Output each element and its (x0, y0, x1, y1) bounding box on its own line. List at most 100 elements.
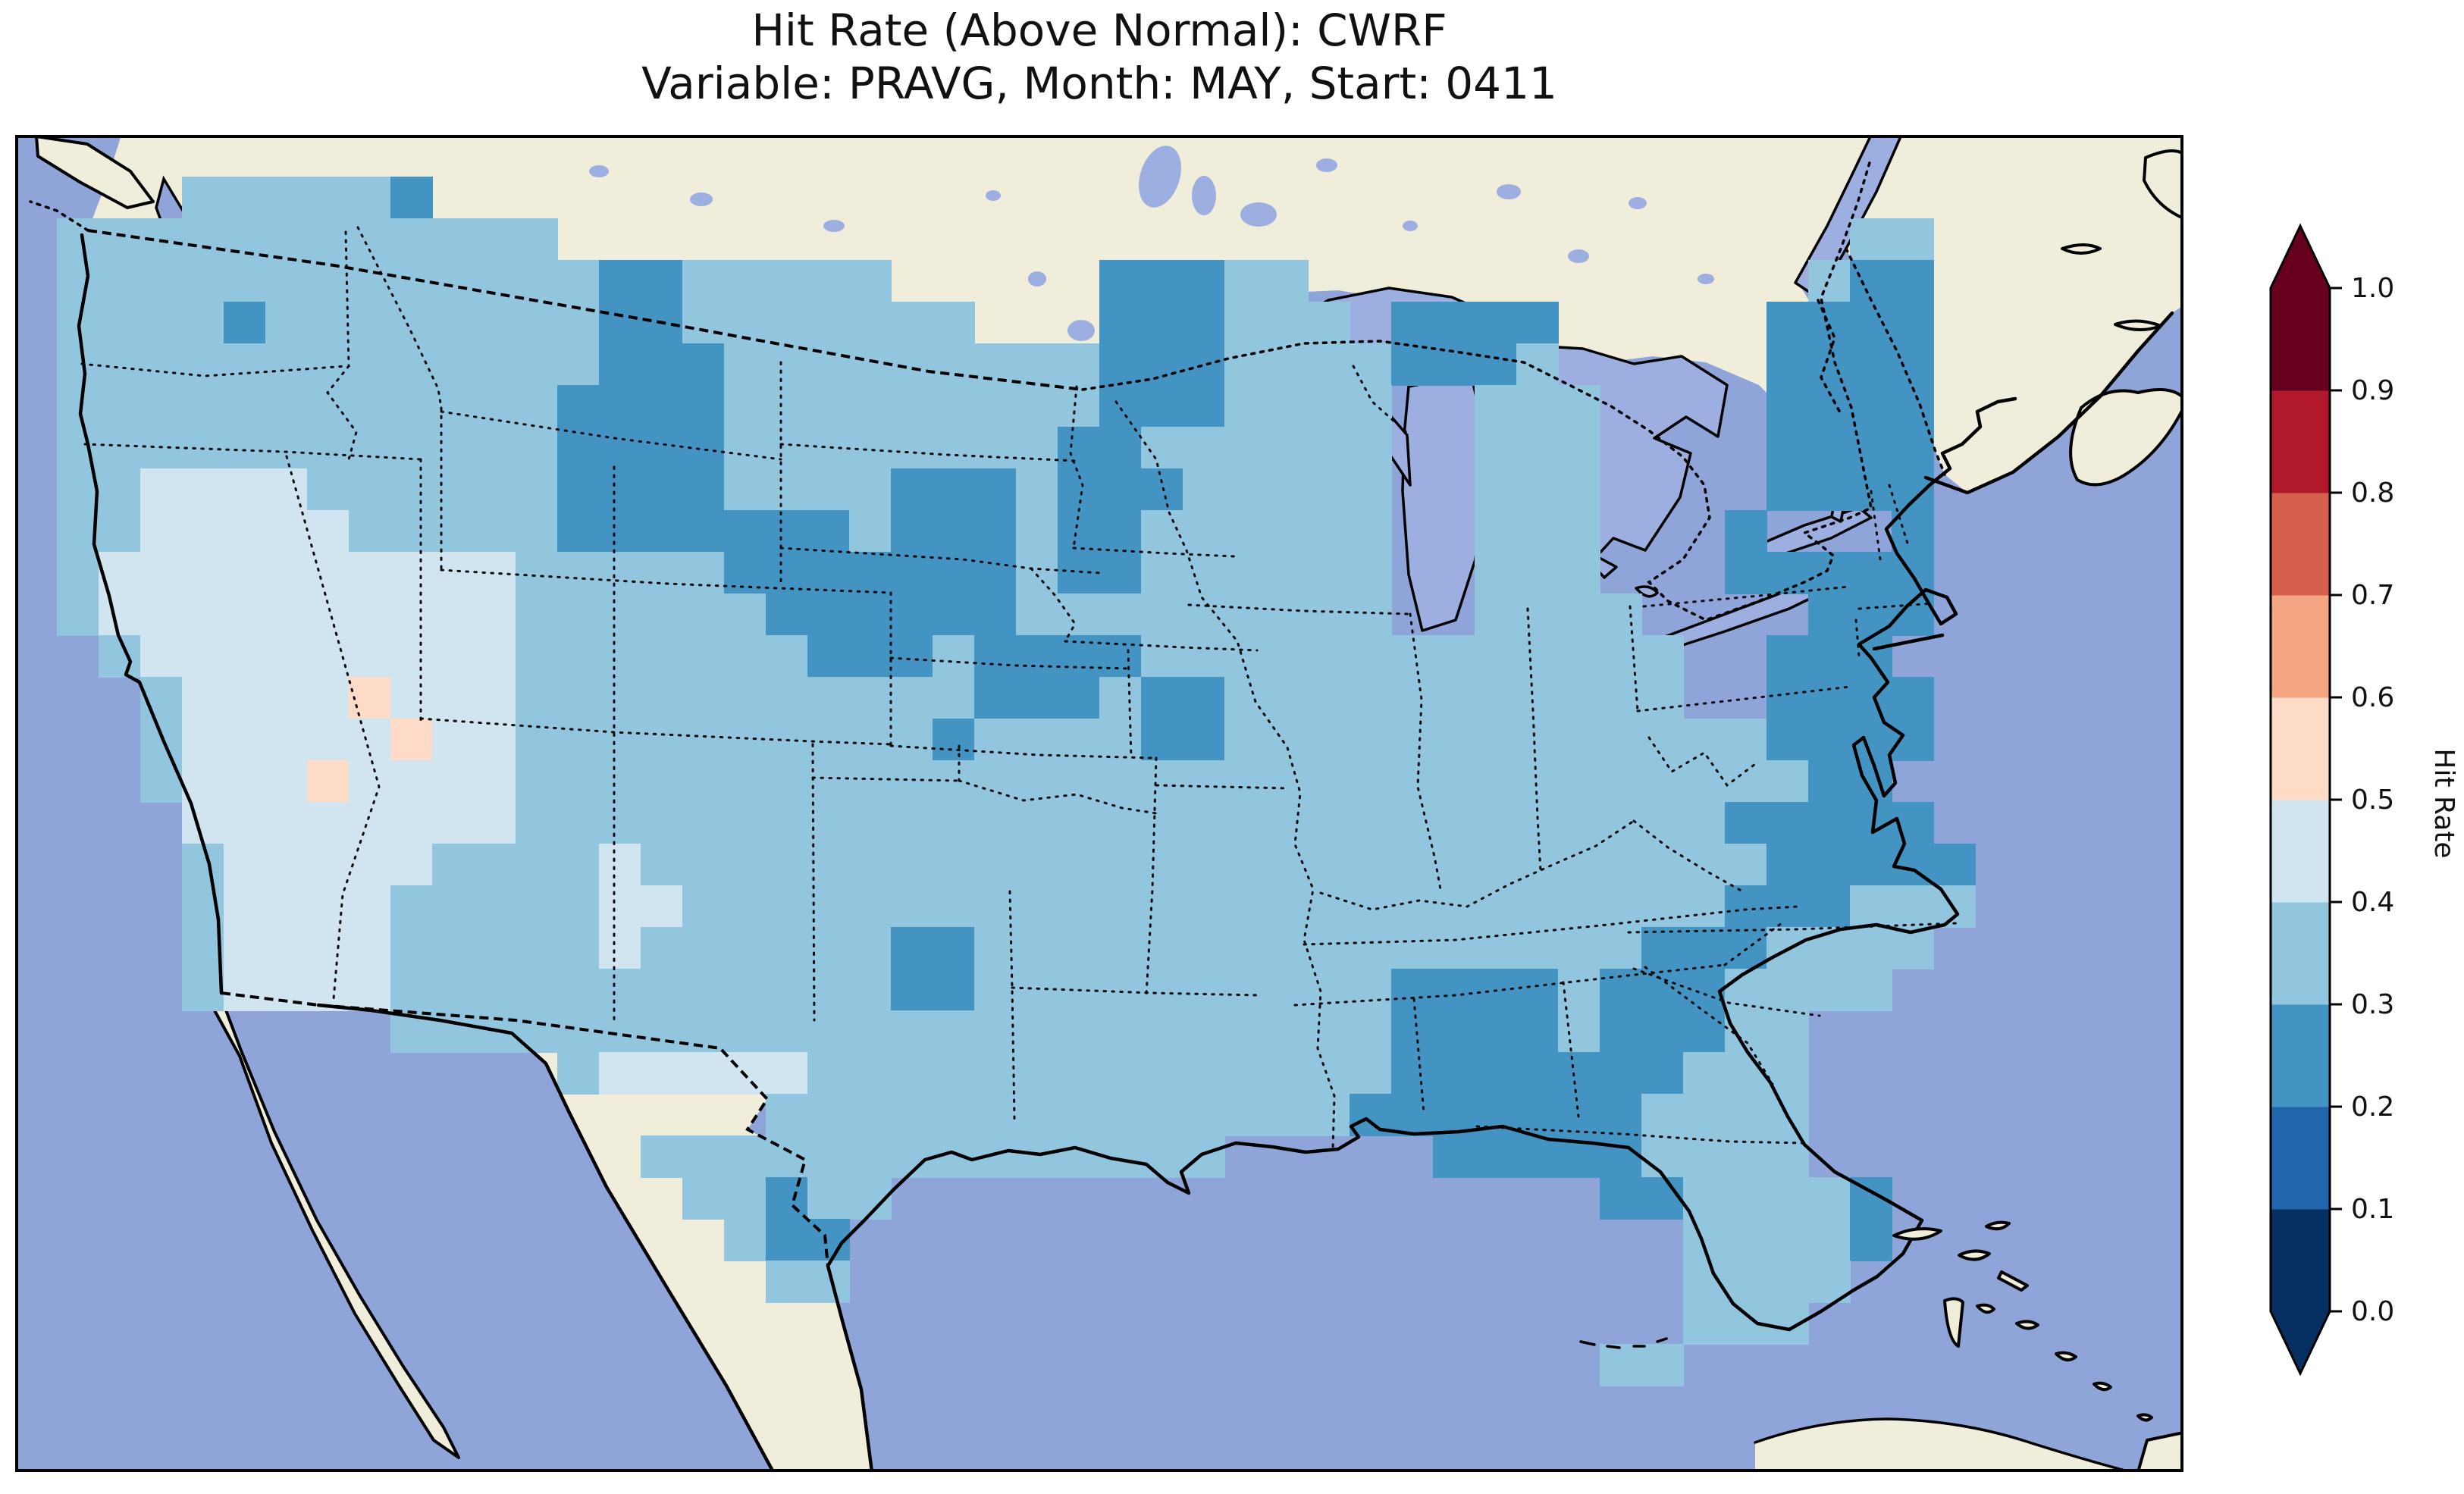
grid-cell (1808, 844, 1851, 886)
grid-cell (1725, 844, 1767, 886)
grid-cell (1141, 260, 1183, 302)
grid-cell (807, 468, 850, 511)
grid-cell (1683, 927, 1726, 969)
grid-cell (474, 468, 516, 511)
grid-cell (265, 969, 308, 1011)
grid-cell (557, 719, 600, 761)
grid-cell (1933, 844, 1976, 886)
grid-cell (1766, 1261, 1809, 1303)
grid-cell (224, 927, 266, 969)
grid-cell (1391, 885, 1434, 928)
grid-cell (1183, 1052, 1225, 1095)
grid-cell (1892, 677, 1934, 719)
grid-cell (432, 927, 475, 969)
grid-cell (390, 302, 433, 344)
grid-cell (1475, 427, 1517, 469)
grid-cell (682, 260, 725, 302)
grid-cell (933, 969, 975, 1011)
grid-cell (224, 302, 266, 344)
grid-cell (1516, 719, 1559, 761)
maine-quebec-border (1817, 299, 1842, 415)
grid-cell (1350, 719, 1392, 761)
colorbar-panel: 1.0 0.9 0.8 0.7 0.6 0.5 0.4 0.3 0.2 0.1 0.0 Hit Ra… (2237, 205, 2464, 1463)
grid-cell (1433, 844, 1475, 886)
grid-cell (933, 468, 975, 511)
grid-cell (307, 302, 350, 344)
grid-cell (807, 635, 850, 678)
grid-cell (1516, 844, 1559, 886)
grid-cell (265, 427, 308, 469)
grid-cell (182, 635, 224, 678)
grid-cell (599, 760, 641, 803)
grid-cell (1350, 760, 1392, 803)
grid-cell (849, 594, 892, 636)
grid-cell (849, 1010, 892, 1053)
grid-cell (224, 427, 266, 469)
grid-cell (390, 885, 433, 928)
mexico-gulf-coastline (826, 1264, 874, 1472)
grid-cell (933, 510, 975, 553)
grid-cell (641, 510, 683, 553)
grid-cell (390, 510, 433, 553)
grid-cell (557, 468, 600, 511)
grid-cell (265, 343, 308, 386)
colorbar-upper-arrow (2271, 226, 2330, 288)
grid-cell (891, 885, 933, 928)
grid-cell (1641, 969, 1684, 1011)
grid-cell (599, 969, 641, 1011)
grid-cell (891, 677, 933, 719)
grid-cell (1766, 844, 1809, 886)
grid-cell (474, 760, 516, 803)
grid-cell (140, 552, 183, 594)
grid-cell (1099, 802, 1142, 844)
grid-cell (599, 510, 641, 553)
grid-cell (1850, 969, 1892, 1011)
grid-cell (599, 468, 641, 511)
grid-cell (682, 1010, 725, 1053)
grid-cell (766, 1052, 808, 1095)
grid-cell (99, 427, 141, 469)
grid-cell (1892, 302, 1934, 344)
colorbar-tick-label: 0.4 (2351, 887, 2394, 918)
grid-cell (1391, 844, 1434, 886)
grid-cell (1475, 635, 1517, 678)
grid-cell (849, 677, 892, 719)
grid-cell (182, 594, 224, 636)
grid-cell (349, 677, 391, 719)
grid-cell (1183, 885, 1225, 928)
colorbar-tick-label: 0.3 (2351, 989, 2394, 1020)
grid-cell (1224, 427, 1267, 469)
grid-cell (557, 844, 600, 886)
grid-cell (57, 385, 99, 428)
grid-cell (1224, 594, 1267, 636)
grid-cell (1725, 552, 1767, 594)
grid-cell (766, 1219, 808, 1261)
grid-cell (474, 594, 516, 636)
grid-cell (516, 260, 558, 302)
grid-cell (1892, 218, 1934, 261)
grid-cell (974, 969, 1017, 1011)
grid-cell (807, 719, 850, 761)
grid-cell (933, 343, 975, 386)
grid-cell (849, 927, 892, 969)
grid-cell (1099, 427, 1142, 469)
grid-cell (1141, 802, 1183, 844)
grid-cell (1099, 1052, 1142, 1095)
grid-cell (1558, 552, 1600, 594)
lake-st-clair (1635, 585, 1659, 598)
grid-cell (849, 885, 892, 928)
grid-cell (390, 260, 433, 302)
grid-cell (1183, 510, 1225, 553)
grid-cell (1350, 385, 1392, 428)
grid-cell (1558, 468, 1600, 511)
grid-cell (849, 969, 892, 1011)
grid-cell (1058, 468, 1100, 511)
grid-cell (599, 427, 641, 469)
grid-cell (1475, 1135, 1517, 1178)
grid-cell (1683, 1052, 1726, 1095)
grid-cell (1475, 594, 1517, 636)
grid-cell (1558, 510, 1600, 553)
grid-cell (349, 218, 391, 261)
grid-cell (1016, 1135, 1058, 1178)
grid-cell (724, 802, 766, 844)
